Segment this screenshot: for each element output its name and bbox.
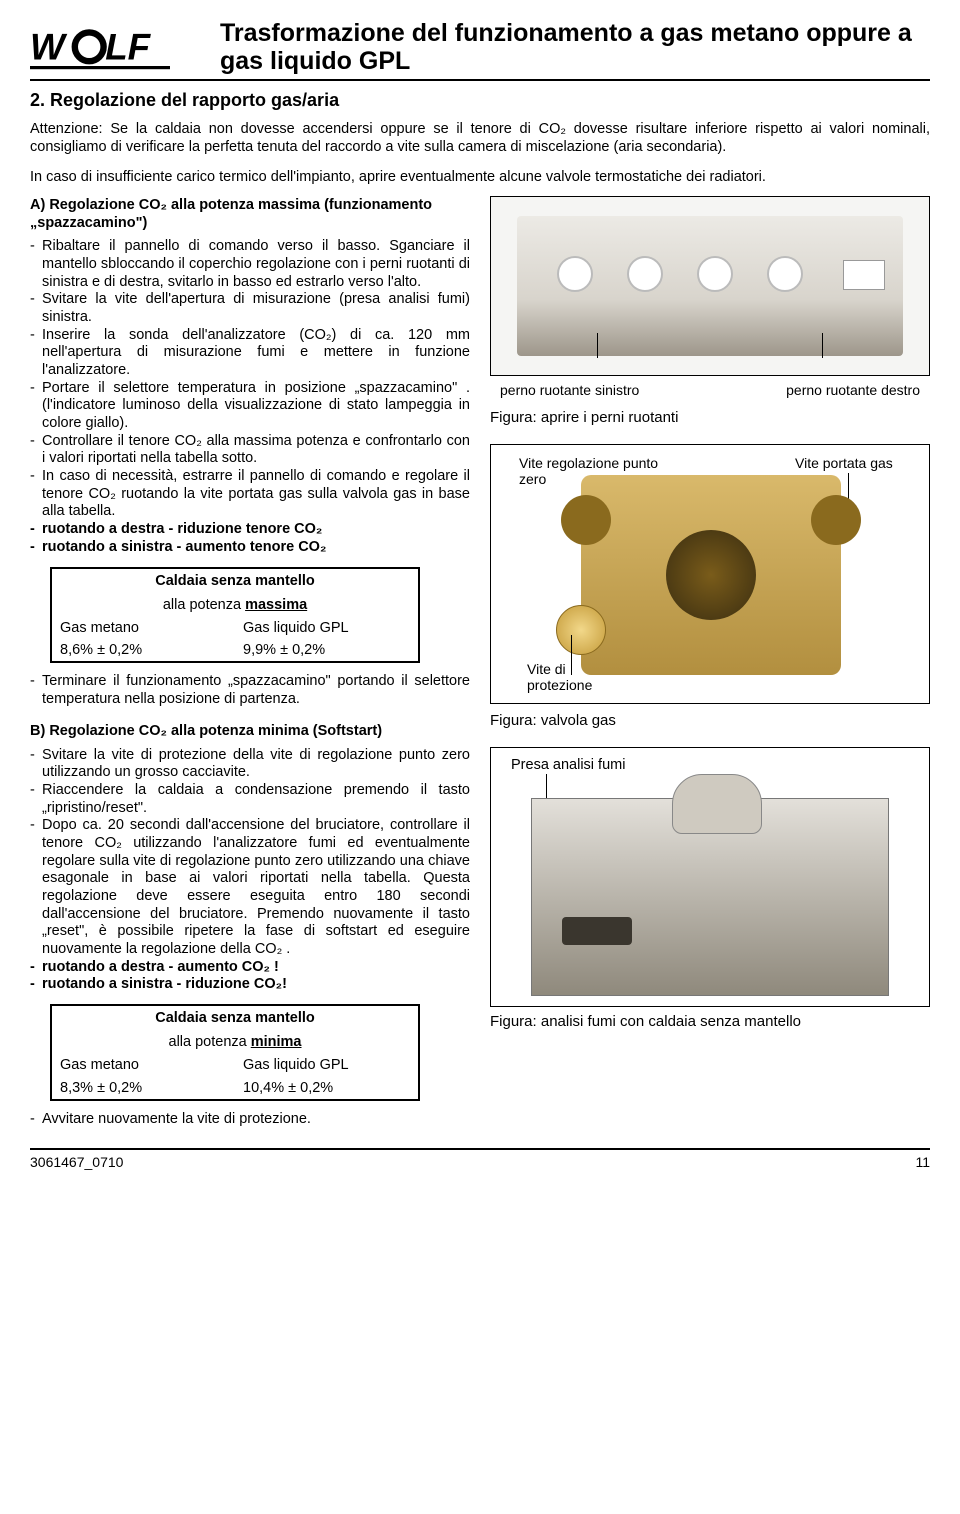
svg-text:W: W [30, 27, 68, 68]
figure-fumi: Presa analisi fumi [490, 747, 930, 1007]
figure-perni-labels: perno ruotante sinistro perno ruotante d… [490, 382, 930, 400]
section-subtitle: 2. Regolazione del rapporto gas/aria [30, 89, 930, 112]
table-min: Caldaia senza mantello alla potenza mini… [50, 1004, 420, 1101]
section-a-list: -Ribaltare il pannello di comando verso … [30, 238, 470, 556]
section-a-title: A) Regolazione CO₂ alla potenza massima … [30, 196, 470, 232]
final-text: Avvitare nuovamente la vite di protezion… [42, 1111, 470, 1129]
header: W LF Trasformazione del funzionamento a … [30, 20, 930, 81]
table-cell: Gas liquido GPL [235, 1054, 418, 1076]
list-item: Inserire la sonda dell'analizzatore (CO₂… [42, 327, 470, 380]
vite-portata-label: Vite portata gas [795, 455, 925, 471]
table-cell: 8,3% ± 0,2% [52, 1077, 235, 1099]
rot-sinistra-b: ruotando a sinistra - riduzione CO₂! [42, 976, 470, 994]
table-min-sub: alla potenza minima [52, 1030, 418, 1054]
vite-protezione-label: Vite di protezione [527, 661, 627, 693]
table-max-title: Caldaia senza mantello [52, 569, 418, 593]
attention-label: Attenzione: [30, 121, 103, 137]
rot-sinistra-a: ruotando a sinistra - aumento tenore CO₂ [42, 539, 470, 557]
table-cell: 9,9% ± 0,2% [235, 639, 418, 661]
list-item: Controllare il tenore CO₂ alla massima p… [42, 433, 470, 468]
list-item: Svitare la vite dell'apertura di misuraz… [42, 291, 470, 326]
list-item: Portare il selettore temperatura in posi… [42, 380, 470, 433]
svg-text:LF: LF [105, 27, 151, 68]
list-item: In caso di necessità, estrarre il pannel… [42, 468, 470, 521]
insufficient-paragraph: In caso di insufficiente carico termico … [30, 168, 930, 186]
table-min-title: Caldaia senza mantello [52, 1006, 418, 1030]
page-number: 11 [915, 1154, 930, 1172]
figure-fumi-caption: Figura: analisi fumi con caldaia senza m… [490, 1013, 930, 1032]
table-cell: Gas metano [52, 1054, 235, 1076]
table-cell: Gas metano [52, 617, 235, 639]
item-text: Portare il selettore temperatura in posi… [42, 380, 470, 431]
brand-logo: W LF [30, 20, 190, 70]
page-footer: 3061467_0710 11 [30, 1148, 930, 1172]
terminate-text: Terminare il funzionamento „spazzacamino… [42, 673, 470, 708]
title-block: Trasformazione del funzionamento a gas m… [190, 20, 930, 75]
attention-text: Se la caldaia non dovesse accendersi opp… [30, 121, 930, 155]
figure-perni [490, 196, 930, 376]
main-title: Trasformazione del funzionamento a gas m… [220, 20, 930, 75]
figure-valvola-caption: Figura: valvola gas [490, 712, 930, 731]
attention-paragraph: Attenzione: Se la caldaia non dovesse ac… [30, 120, 930, 156]
doc-number: 3061467_0710 [30, 1154, 123, 1172]
figure-perni-caption: Figura: aprire i perni ruotanti [490, 409, 930, 428]
table-cell: 8,6% ± 0,2% [52, 639, 235, 661]
list-item: Ribaltare il pannello di comando verso i… [42, 238, 470, 291]
table-max: Caldaia senza mantello alla potenza mass… [50, 567, 420, 664]
left-column: A) Regolazione CO₂ alla potenza massima … [30, 196, 470, 1128]
perno-sinistro-label: perno ruotante sinistro [500, 382, 639, 400]
table-max-sub: alla potenza massima [52, 593, 418, 617]
figure-valvola: Vite regolazione punto zero Vite portata… [490, 444, 930, 704]
rot-destra-a: ruotando a destra - riduzione tenore CO₂ [42, 521, 470, 539]
perno-destro-label: perno ruotante destro [786, 382, 920, 400]
list-item: Svitare la vite di protezione della vite… [42, 747, 470, 782]
section-b-list: -Svitare la vite di protezione della vit… [30, 747, 470, 995]
list-item: Riaccendere la caldaia a condensazione p… [42, 782, 470, 817]
presa-analisi-label: Presa analisi fumi [511, 756, 625, 774]
table-cell: 10,4% ± 0,2% [235, 1077, 418, 1099]
list-item: Dopo ca. 20 secondi dall'accensione del … [42, 817, 470, 959]
table-cell: Gas liquido GPL [235, 617, 418, 639]
right-column: perno ruotante sinistro perno ruotante d… [490, 196, 930, 1128]
section-b-title: B) Regolazione CO₂ alla potenza minima (… [30, 722, 470, 740]
rot-destra-b: ruotando a destra - aumento CO₂ ! [42, 959, 470, 977]
